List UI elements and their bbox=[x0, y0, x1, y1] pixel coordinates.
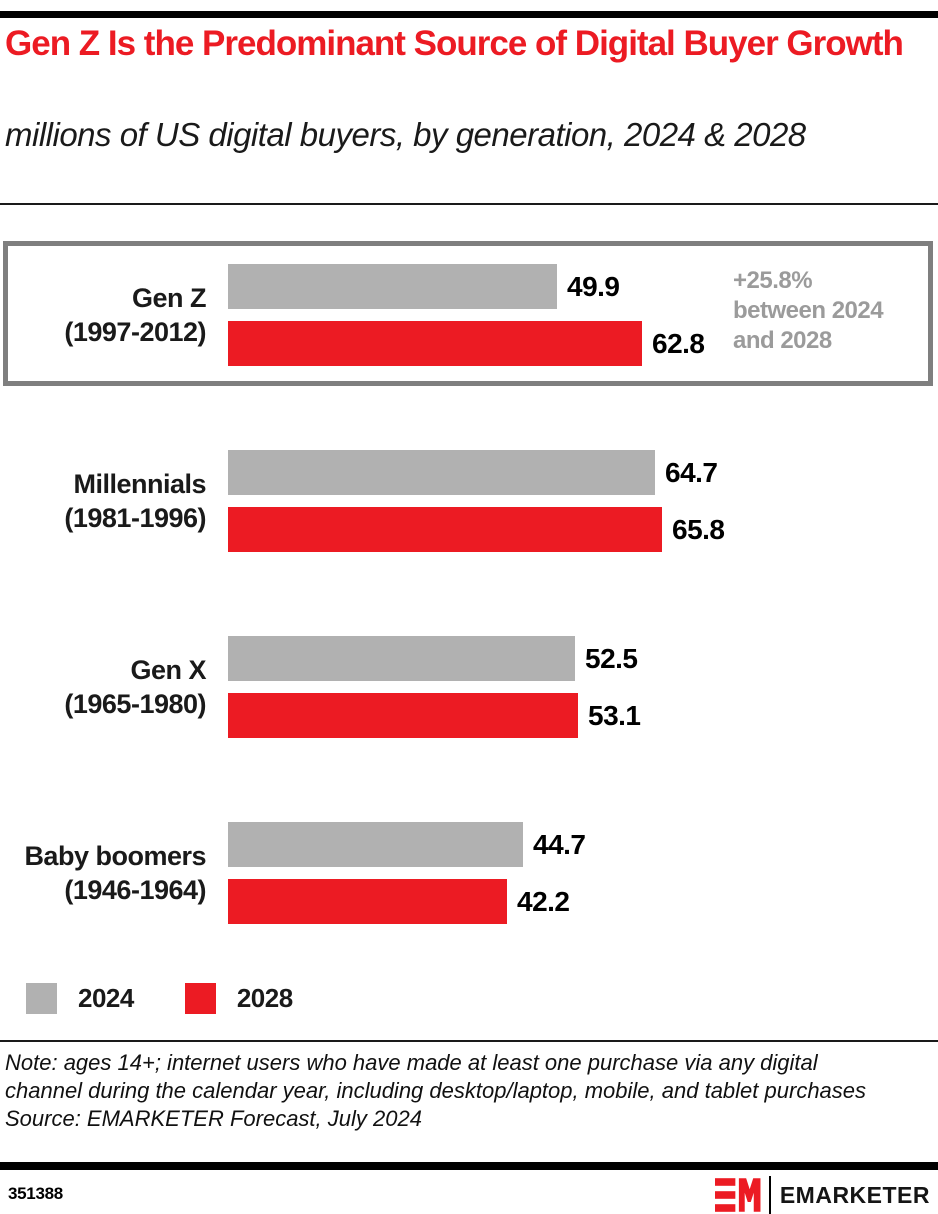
category-name: Baby boomers bbox=[24, 841, 206, 871]
genz-highlight-box bbox=[3, 241, 933, 386]
bar-2028: 62.8 bbox=[228, 321, 705, 366]
value-label-2028: 53.1 bbox=[588, 699, 641, 731]
page-title: Gen Z Is the Predominant Source of Digit… bbox=[5, 24, 904, 63]
legend-label-2028: 2028 bbox=[236, 983, 293, 1013]
value-label-2024: 64.7 bbox=[665, 456, 718, 488]
brand-name: EMARKETER bbox=[779, 1181, 930, 1208]
category-label: Baby boomers (1946-1964) bbox=[0, 839, 206, 907]
value-label-2024: 49.9 bbox=[567, 270, 620, 302]
brand-logo: EMARKETER bbox=[714, 1176, 930, 1214]
bar-2024: 52.5 bbox=[228, 636, 638, 681]
category-years: (1946-1964) bbox=[64, 875, 206, 905]
notes-divider-line bbox=[0, 1040, 938, 1042]
bar-group-gen-x: Gen X (1965-1980) 52.5 53.1 bbox=[0, 636, 938, 738]
category-years: (1981-1996) bbox=[64, 503, 206, 533]
bar-2024: 64.7 bbox=[228, 450, 718, 495]
value-label-2028: 65.8 bbox=[672, 513, 725, 545]
bottom-black-bar bbox=[0, 1162, 938, 1170]
top-black-bar bbox=[0, 11, 938, 18]
legend-label-2024: 2024 bbox=[78, 983, 134, 1013]
growth-annotation: +25.8% between 2024 and 2028 bbox=[733, 267, 884, 354]
bar-group-millennials: Millennials (1981-1996) 64.7 65.8 bbox=[0, 450, 938, 552]
value-label-2028: 42.2 bbox=[517, 885, 570, 917]
bar-group-baby-boomers: Baby boomers (1946-1964) 44.7 42.2 bbox=[0, 822, 938, 924]
chart-id: 351388 bbox=[8, 1184, 63, 1203]
page-subtitle: millions of US digital buyers, by genera… bbox=[5, 116, 806, 153]
legend-swatch-2028 bbox=[184, 983, 216, 1014]
legend: 2024 2028 bbox=[26, 983, 293, 1014]
notes-block: Note: ages 14+; internet users who have … bbox=[5, 1049, 885, 1133]
category-name: Gen X bbox=[130, 655, 206, 685]
bar-2028: 42.2 bbox=[228, 879, 570, 924]
legend-swatch-2024 bbox=[26, 983, 57, 1014]
value-label-2024: 44.7 bbox=[533, 828, 586, 860]
bar-2028: 53.1 bbox=[228, 693, 641, 738]
emarketer-em-icon bbox=[714, 1178, 761, 1212]
bar-group-gen-z: Gen Z (1997-2012) 49.9 62.8 bbox=[0, 264, 938, 366]
note-text: Note: ages 14+; internet users who have … bbox=[5, 1050, 867, 1103]
brand-divider-line bbox=[768, 1176, 771, 1214]
category-name: Millennials bbox=[73, 469, 206, 499]
bar-2024: 49.9 bbox=[228, 264, 620, 309]
bar-2028: 65.8 bbox=[228, 507, 725, 552]
bar-2024: 44.7 bbox=[228, 822, 586, 867]
category-name: Gen Z bbox=[131, 283, 207, 313]
category-years: (1997-2012) bbox=[64, 317, 206, 347]
source-text: Source: EMARKETER Forecast, July 2024 bbox=[5, 1106, 422, 1131]
header-divider-line bbox=[0, 203, 938, 205]
category-label: Millennials (1981-1996) bbox=[0, 467, 206, 535]
value-label-2024: 52.5 bbox=[585, 642, 638, 674]
category-label: Gen X (1965-1980) bbox=[0, 653, 206, 721]
value-label-2028: 62.8 bbox=[652, 327, 705, 359]
category-label: Gen Z (1997-2012) bbox=[0, 281, 206, 349]
category-years: (1965-1980) bbox=[64, 689, 206, 719]
